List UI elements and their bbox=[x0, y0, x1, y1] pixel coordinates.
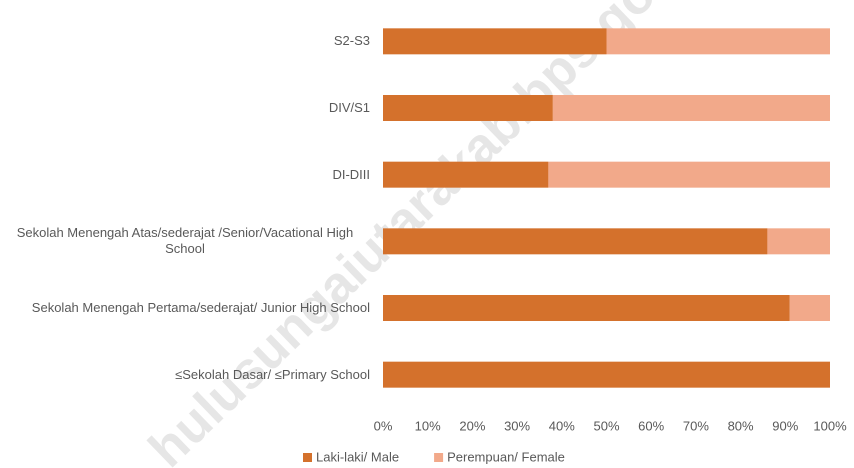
x-tick-label: 100% bbox=[813, 418, 847, 433]
bar-segment bbox=[383, 361, 830, 388]
x-tick-label: 40% bbox=[549, 418, 575, 433]
bar-segment bbox=[383, 28, 607, 55]
bar-segment bbox=[383, 161, 549, 188]
x-tick-label: 0% bbox=[374, 418, 393, 433]
bar-segment bbox=[548, 161, 830, 188]
category-text: Sekolah Menengah Atas/sederajat /Senior/… bbox=[16, 225, 354, 257]
legend-label: Perempuan/ Female bbox=[447, 449, 565, 464]
y-tick-label: ≤Sekolah Dasar/ ≤Primary School bbox=[0, 355, 370, 395]
y-tick-label: Sekolah Menengah Pertama/sederajat/ Juni… bbox=[0, 288, 370, 328]
legend-label: Laki-laki/ Male bbox=[316, 449, 399, 464]
x-tick-label: 20% bbox=[459, 418, 485, 433]
x-tick-label: 30% bbox=[504, 418, 530, 433]
x-tick-label: 50% bbox=[593, 418, 619, 433]
bar-segment bbox=[606, 28, 830, 55]
legend-swatch bbox=[434, 453, 444, 462]
category-text: ≤Sekolah Dasar/ ≤Primary School bbox=[175, 366, 370, 382]
y-tick-label: S2-S3 bbox=[0, 21, 370, 61]
category-text: DI-DIII bbox=[332, 166, 370, 182]
bar-segment bbox=[552, 95, 830, 121]
bar-segment bbox=[383, 228, 768, 255]
bar-segment bbox=[383, 295, 790, 321]
bar-segment bbox=[767, 228, 830, 255]
legend-swatch bbox=[303, 453, 312, 462]
bar-segment bbox=[789, 295, 830, 321]
bar-segment bbox=[383, 95, 553, 121]
x-tick-label: 80% bbox=[728, 418, 754, 433]
y-tick-label: DIV/S1 bbox=[0, 88, 370, 128]
x-tick-label: 60% bbox=[638, 418, 664, 433]
y-tick-label: Sekolah Menengah Atas/sederajat /Senior/… bbox=[0, 221, 370, 261]
category-text: DIV/S1 bbox=[328, 100, 370, 115]
y-tick-label: DI-DIII bbox=[0, 155, 370, 195]
x-tick-label: 10% bbox=[415, 418, 441, 433]
x-tick-label: 70% bbox=[683, 418, 709, 433]
category-text: Sekolah Menengah Pertama/sederajat/ Juni… bbox=[31, 300, 370, 315]
category-text: S2-S3 bbox=[333, 33, 370, 49]
x-tick-label: 90% bbox=[772, 418, 798, 433]
